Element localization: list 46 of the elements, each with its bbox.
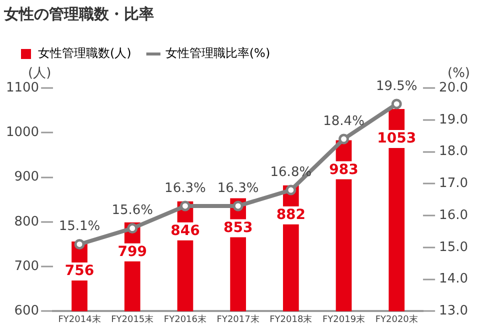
point	[391, 98, 402, 110]
chart-title: 女性の管理職数・比率	[3, 4, 154, 23]
legend-label: 女性管理職比率(%)	[165, 46, 270, 60]
y2-tick-label: 15.0	[439, 240, 468, 255]
y2-tick-label: 20.0	[439, 80, 468, 96]
point	[286, 184, 296, 196]
y-tick-label: 700	[14, 258, 40, 274]
y-tick-label: 1100	[6, 80, 40, 96]
data-label: 983	[329, 162, 358, 178]
x-tick-label: FY2018末	[270, 314, 312, 325]
data-label: 756	[64, 263, 94, 280]
x-tick-label: FY2017末	[216, 314, 260, 325]
data-label: 882	[276, 206, 306, 223]
point	[180, 200, 190, 212]
y2-axis-title: (%)	[448, 66, 470, 81]
legend-label: 女性管理職数(人)	[38, 46, 132, 60]
y2-tick-label: 13.0	[439, 304, 468, 319]
data-label: 19.5%	[376, 78, 418, 94]
data-label: 16.3%	[164, 180, 206, 196]
data-label: 16.3%	[217, 180, 259, 196]
y2-tick-label: 19.0	[439, 112, 468, 128]
point	[232, 200, 244, 212]
y-tick-label: 1000	[6, 125, 40, 140]
point	[74, 238, 85, 250]
x-tick-label: FY2015末	[111, 314, 154, 325]
y2-tick-label: 14.0	[439, 272, 468, 287]
data-label: 15.6%	[112, 203, 154, 218]
y2-tick-label: 17.0	[439, 176, 468, 192]
data-label: 799	[118, 244, 147, 260]
y-tick-label: 900	[14, 170, 40, 185]
point	[338, 134, 350, 144]
data-label: 1053	[377, 130, 416, 147]
y-tick-label: 600	[14, 304, 40, 319]
x-tick-label: FY2020末	[375, 314, 418, 325]
x-tick-label: FY2019末	[322, 314, 366, 325]
data-label: 846	[170, 223, 200, 240]
data-label: 853	[223, 220, 253, 236]
x-tick-label: FY2016末	[164, 314, 207, 325]
point	[127, 223, 138, 234]
y-axis-title: (人)	[28, 66, 52, 81]
x-tick-label: FY2014末	[58, 314, 101, 325]
y2-tick-label: 16.0	[439, 208, 468, 223]
y-tick-label: 800	[14, 214, 40, 230]
data-label: 15.1%	[58, 219, 100, 234]
y2-tick-label: 18.0	[439, 144, 468, 160]
data-label: 18.4%	[323, 114, 364, 129]
